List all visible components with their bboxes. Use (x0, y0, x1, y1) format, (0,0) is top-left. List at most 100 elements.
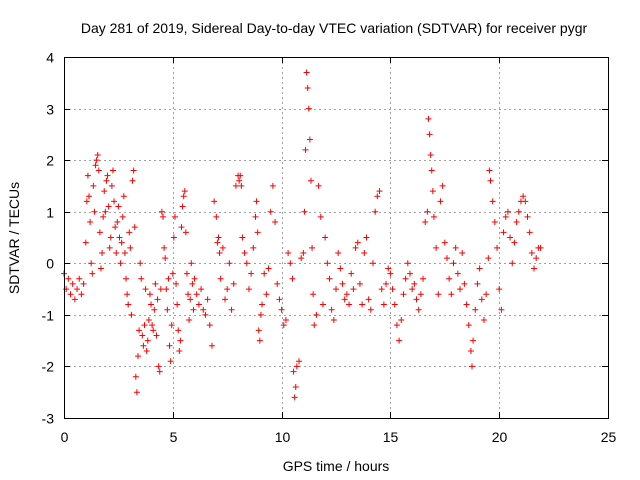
data-point (415, 306, 422, 313)
data-point (380, 301, 387, 308)
data-point (487, 177, 494, 184)
data-point (114, 219, 121, 226)
data-point (69, 280, 76, 287)
data-point (322, 234, 329, 241)
data-point (494, 244, 501, 251)
data-point (330, 317, 337, 324)
data-point (131, 224, 138, 231)
data-point (170, 234, 177, 241)
grid (64, 57, 608, 418)
data-point (469, 363, 475, 370)
data-point (126, 229, 133, 236)
data-point (354, 239, 361, 246)
data-point (259, 301, 266, 308)
data-point (239, 234, 246, 241)
data-point (149, 322, 156, 329)
data-point (439, 182, 446, 189)
data-point (219, 244, 226, 251)
data-point (71, 296, 78, 303)
data-point (166, 342, 173, 349)
data-point (369, 260, 376, 267)
data-point (383, 280, 390, 287)
data-point (80, 280, 87, 287)
data-point (94, 151, 101, 158)
data-point (137, 260, 144, 267)
data-point (74, 286, 81, 293)
data-point (128, 311, 135, 318)
data-point (232, 182, 239, 189)
data-point (106, 244, 113, 251)
data-point (224, 286, 231, 293)
data-point (124, 291, 131, 298)
data-point (274, 280, 281, 287)
data-point (406, 270, 413, 277)
data-point (507, 234, 514, 241)
data-point (133, 389, 140, 396)
data-point (457, 286, 464, 293)
data-point (300, 249, 307, 256)
data-point (343, 291, 350, 298)
data-point (113, 249, 120, 256)
data-point (158, 208, 165, 215)
data-point (186, 317, 193, 324)
data-point (97, 265, 104, 272)
data-point (502, 213, 509, 220)
data-point (443, 255, 450, 262)
data-point (422, 219, 429, 226)
data-point (269, 182, 276, 189)
data-point (118, 239, 125, 246)
data-point (485, 255, 492, 262)
data-point (139, 332, 146, 339)
data-point (404, 260, 411, 267)
data-point (292, 384, 299, 391)
data-point (337, 265, 344, 272)
data-point (304, 84, 311, 91)
data-point (389, 286, 396, 293)
data-point (253, 198, 260, 205)
data-point (350, 286, 357, 293)
data-point (215, 234, 222, 241)
data-point (200, 306, 207, 313)
data-point (486, 167, 493, 174)
x-axis: 0 5 10 15 20 25 (61, 57, 617, 445)
data-point (524, 213, 531, 220)
data-point (378, 286, 385, 293)
data-point (208, 342, 215, 349)
data-point (309, 244, 316, 251)
data-point (398, 317, 405, 324)
data-point (254, 229, 261, 236)
data-point (120, 193, 127, 200)
data-point (138, 275, 145, 282)
data-point (140, 342, 147, 349)
data-point (241, 249, 248, 256)
data-point (376, 188, 383, 195)
data-point (446, 275, 453, 282)
data-point (261, 270, 268, 277)
data-point (174, 301, 181, 308)
y-axis: -3 -2 -1 0 1 2 3 4 (42, 50, 608, 427)
data-point (152, 280, 159, 287)
data-point (461, 280, 468, 287)
data-point (65, 275, 72, 282)
data-point (188, 260, 195, 267)
data-point (278, 306, 285, 313)
x-axis-label: GPS time / hours (283, 458, 390, 474)
data-point (156, 368, 163, 375)
data-point (385, 265, 392, 272)
data-point (363, 234, 370, 241)
x-tick-label: 0 (61, 429, 69, 445)
data-point (402, 275, 409, 282)
data-point (302, 146, 309, 153)
y-tick-label: 4 (46, 50, 54, 66)
data-point (107, 234, 114, 241)
data-point (248, 270, 255, 277)
data-point (352, 244, 359, 251)
data-point (359, 301, 366, 308)
x-tick-label: 25 (601, 429, 617, 445)
data-point (112, 224, 119, 231)
y-tick-label: 0 (46, 256, 54, 272)
data-point (82, 239, 89, 246)
data-point (430, 213, 437, 220)
data-point (411, 280, 418, 287)
